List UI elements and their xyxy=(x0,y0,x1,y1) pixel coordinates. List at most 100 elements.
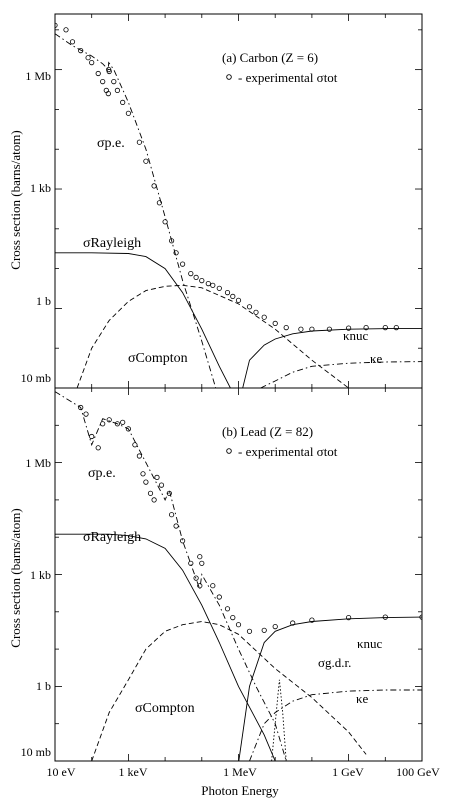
data-point xyxy=(106,417,112,423)
data-point xyxy=(345,614,352,621)
series-label: κnuc xyxy=(343,328,369,343)
legend-text-carbon: - experimental σtot xyxy=(238,70,338,85)
data-point xyxy=(173,250,179,256)
series-line xyxy=(260,361,422,388)
y-tick-label: 1 Mb xyxy=(25,456,51,470)
x-tick-label: 10 eV xyxy=(47,765,76,779)
data-point xyxy=(199,277,205,284)
panel-title-lead: (b) Lead (Z = 82) xyxy=(222,424,313,439)
data-point xyxy=(261,627,267,633)
x-tick-label: 1 GeV xyxy=(332,765,364,779)
series-line xyxy=(55,533,276,761)
data-point xyxy=(210,282,216,288)
data-point xyxy=(120,419,126,425)
data-point xyxy=(199,560,205,566)
data-point xyxy=(136,453,142,459)
y-tick-label: 1 b xyxy=(36,679,51,693)
y-tick-label: 10 mb xyxy=(21,745,51,759)
legend-marker-lead xyxy=(226,448,232,454)
data-point xyxy=(193,575,199,581)
y-tick-label: 1 kb xyxy=(30,181,51,195)
series-line xyxy=(55,252,231,388)
data-point xyxy=(180,538,186,544)
series-line xyxy=(249,689,422,761)
data-point xyxy=(246,628,253,634)
data-point xyxy=(147,490,154,496)
data-point xyxy=(345,325,352,331)
data-point xyxy=(63,27,69,33)
data-point xyxy=(100,421,106,427)
data-point xyxy=(95,445,101,451)
data-point xyxy=(69,39,76,45)
axis-ticks xyxy=(54,14,423,762)
series-label: σCompton xyxy=(135,701,195,716)
data-point xyxy=(216,285,222,291)
data-point xyxy=(235,622,242,628)
data-point xyxy=(298,326,304,332)
series-line xyxy=(271,679,287,761)
series-label: σCompton xyxy=(128,351,188,366)
data-point xyxy=(132,442,138,448)
y-tick-label: 10 mb xyxy=(21,371,51,385)
data-point xyxy=(246,304,253,310)
data-point xyxy=(272,623,278,630)
series-line xyxy=(242,328,422,388)
data-point xyxy=(158,482,165,488)
y-tick-labels-lead: 1 Mb 1 kb 1 b 10 mb xyxy=(21,456,51,759)
data-point xyxy=(382,614,388,620)
data-point xyxy=(89,59,95,66)
series-line xyxy=(91,621,367,761)
series-layer xyxy=(55,391,422,761)
data-point xyxy=(197,554,203,560)
legend-marker-carbon xyxy=(226,74,232,80)
series-line xyxy=(55,33,217,388)
x-axis-label: Photon Energy xyxy=(201,783,279,798)
data-point xyxy=(85,55,91,61)
data-point xyxy=(230,293,236,299)
data-point xyxy=(136,139,142,145)
data-point xyxy=(151,497,157,503)
data-point xyxy=(393,324,399,331)
data-point xyxy=(169,512,175,518)
data-point xyxy=(162,219,168,225)
data-point xyxy=(216,594,222,600)
series-label: σRayleigh xyxy=(83,236,141,251)
data-point xyxy=(78,404,84,411)
data-point xyxy=(125,110,131,116)
data-point xyxy=(188,560,194,566)
panel-lead: 1 Mb 1 kb 1 b 10 mb (b) Lead (Z = 82) - … xyxy=(21,391,422,761)
y-axis-label-bottom: Cross section (barns/atom) xyxy=(8,508,23,647)
data-point xyxy=(180,261,186,267)
panel-title-carbon: (a) Carbon (Z = 6) xyxy=(222,50,318,65)
data-point xyxy=(156,200,162,206)
y-tick-label: 1 b xyxy=(36,294,51,308)
data-point xyxy=(100,79,106,85)
data-point xyxy=(290,620,296,626)
data-point xyxy=(83,411,89,417)
data-point xyxy=(140,471,146,477)
data-point xyxy=(230,614,236,621)
data-point xyxy=(205,280,211,287)
x-tick-label: 1 MeV xyxy=(223,765,257,779)
series-label: κnuc xyxy=(357,636,383,651)
y-tick-labels-carbon: 1 Mb 1 kb 1 b 10 mb xyxy=(21,69,51,385)
data-point xyxy=(78,47,84,54)
data-point xyxy=(95,70,101,77)
y-axis-label-top: Cross section (barns/atom) xyxy=(8,130,23,269)
data-point xyxy=(224,289,231,296)
data-point xyxy=(363,324,369,331)
data-point xyxy=(106,68,112,75)
x-tick-label: 1 keV xyxy=(119,765,148,779)
legend-text-lead: - experimental σtot xyxy=(238,444,338,459)
series-layer xyxy=(55,22,422,388)
data-point xyxy=(89,433,95,440)
data-point xyxy=(125,426,131,432)
series-label: κe xyxy=(356,691,369,706)
series-label: σRayleigh xyxy=(83,530,141,545)
data-point xyxy=(169,238,175,244)
data-point xyxy=(193,274,199,280)
data-point xyxy=(154,474,160,480)
data-point xyxy=(114,87,121,94)
x-tick-labels: 10 eV 1 keV 1 MeV 1 GeV 100 GeV xyxy=(47,765,441,779)
